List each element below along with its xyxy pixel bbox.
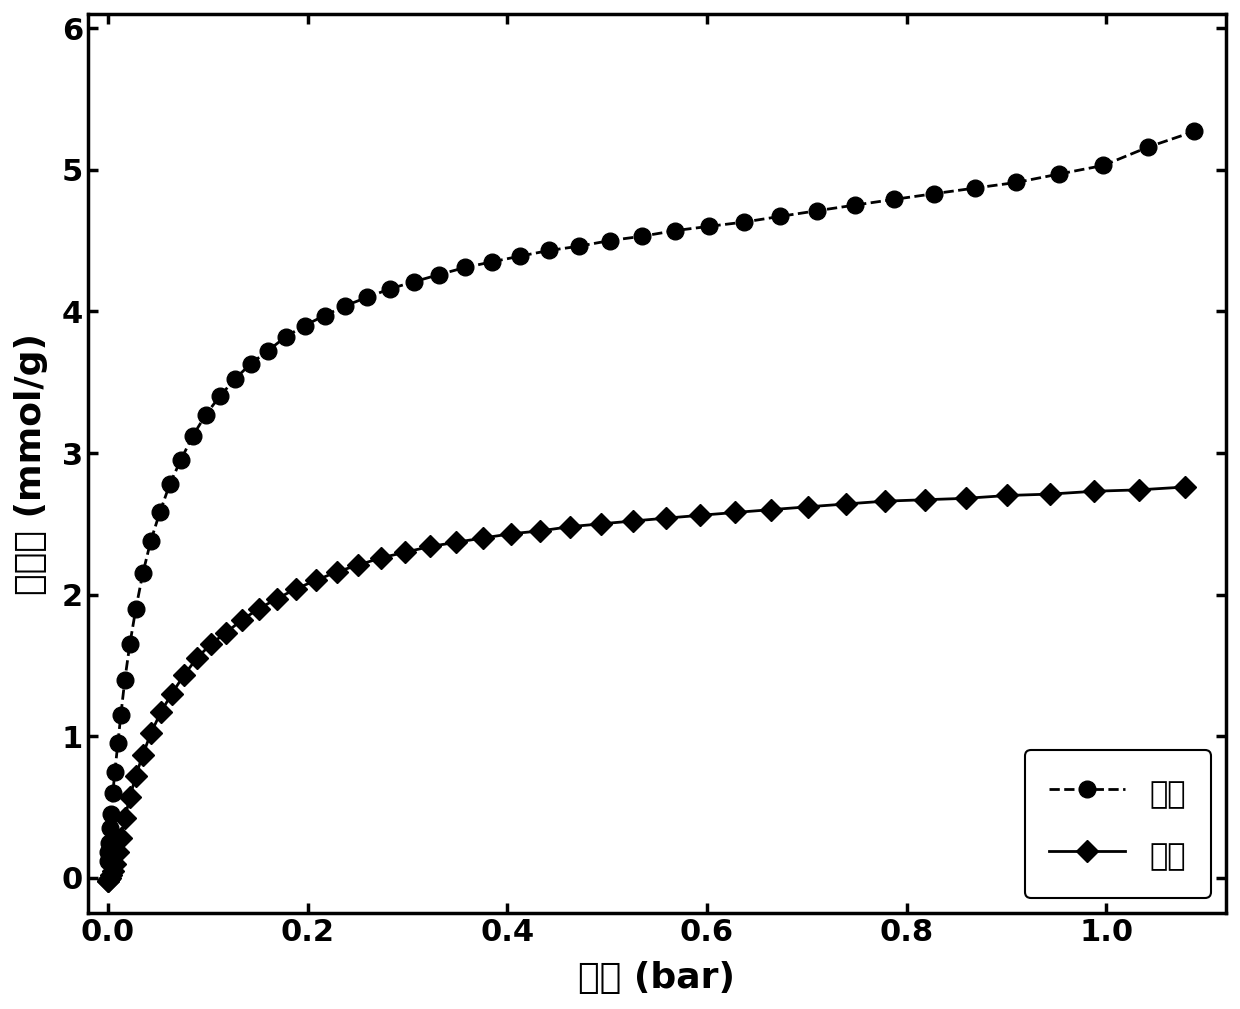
乙沔: [1187, 125, 1202, 137]
乙烯: [165, 688, 180, 700]
乙烯: [533, 525, 548, 537]
乙烯: [100, 875, 115, 887]
Y-axis label: 吸附量 (mmol/g): 吸附量 (mmol/g): [14, 333, 48, 594]
乙沔: [298, 320, 312, 332]
乙烯: [176, 669, 191, 681]
乙沔: [458, 261, 472, 273]
乙烯: [1178, 481, 1193, 493]
Legend: 乙沔, 乙烯: 乙沔, 乙烯: [1024, 751, 1210, 898]
乙烯: [129, 770, 144, 782]
乙沔: [1009, 177, 1024, 189]
乙烯: [1132, 483, 1147, 495]
乙烯: [626, 515, 641, 527]
Line: 乙烯: 乙烯: [100, 479, 1193, 888]
乙沔: [100, 855, 115, 867]
乙沔: [103, 808, 118, 820]
乙沔: [513, 250, 528, 262]
Line: 乙沔: 乙沔: [99, 123, 1203, 870]
乙沔: [198, 409, 213, 421]
X-axis label: 压力 (bar): 压力 (bar): [579, 962, 735, 995]
